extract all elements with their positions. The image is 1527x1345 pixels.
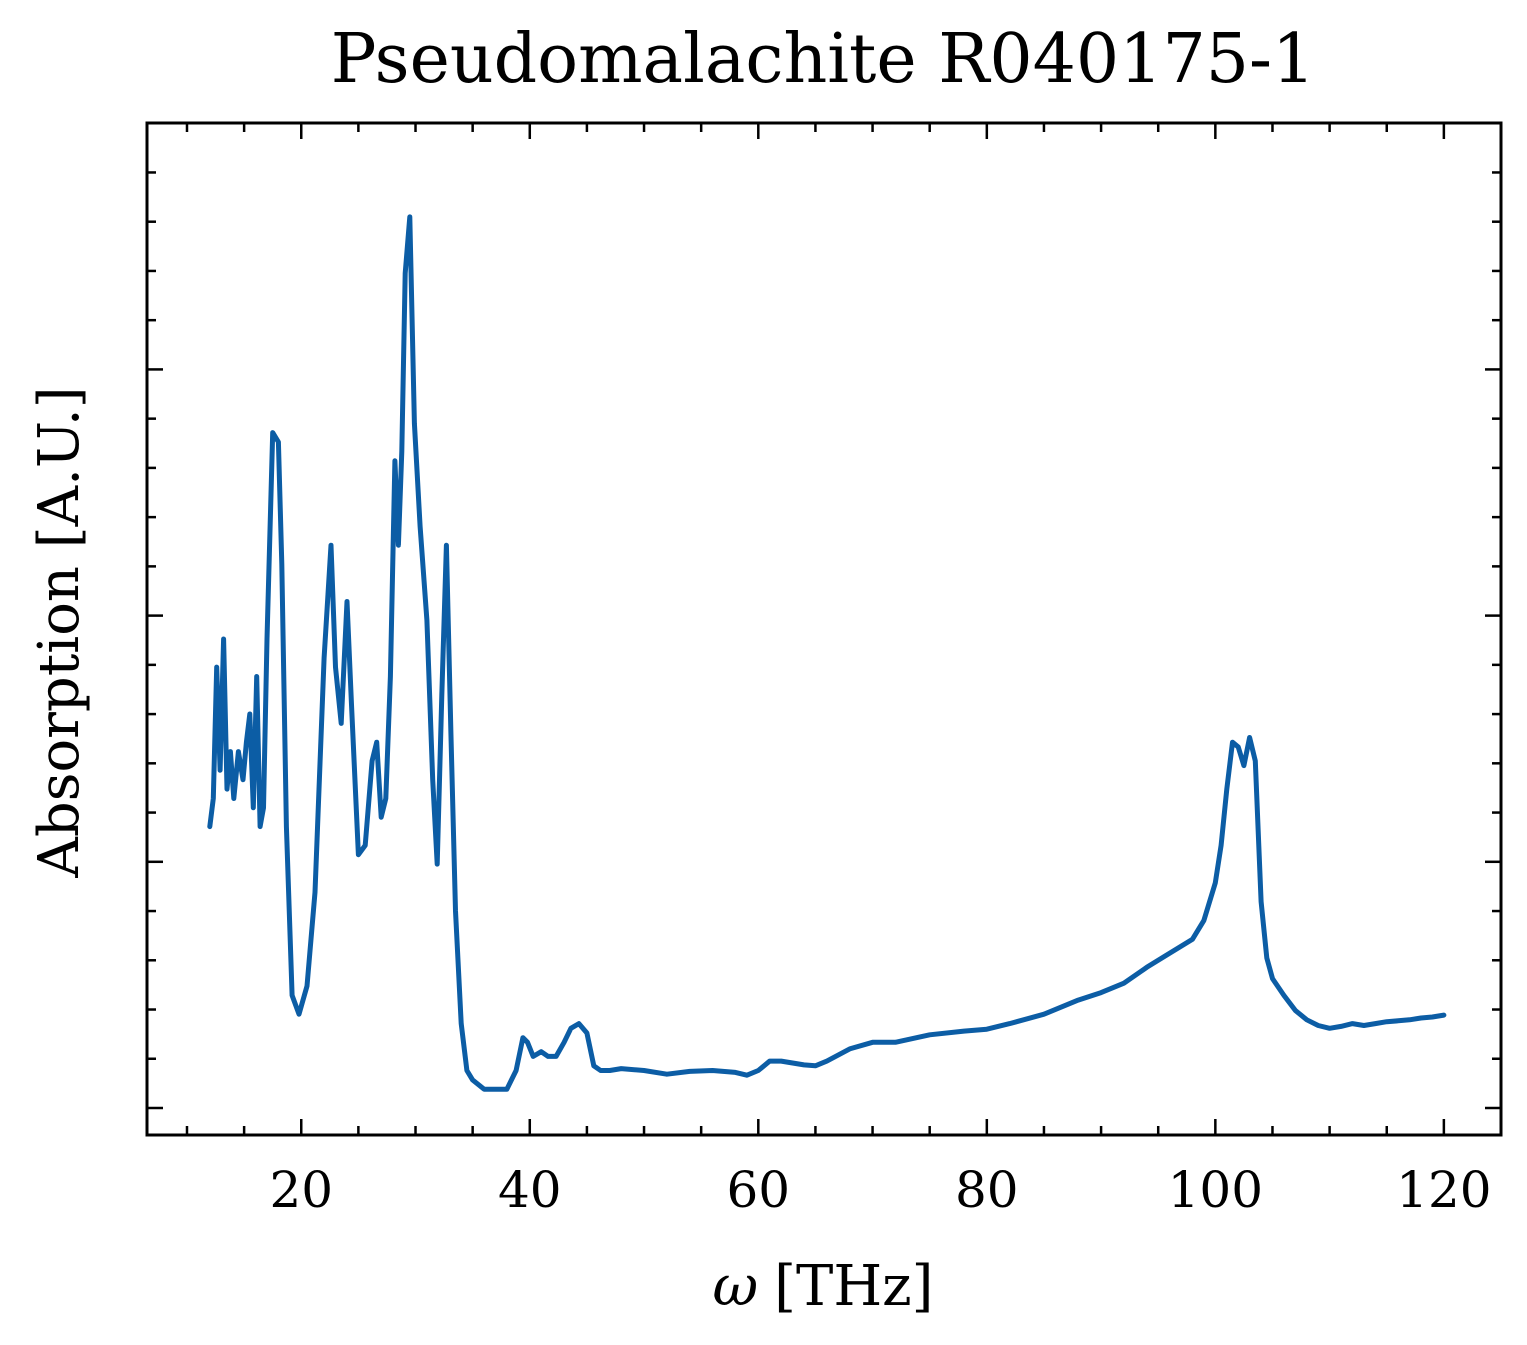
y-axis-label: Absorption [A.U.]	[27, 386, 92, 878]
series-layer	[207, 214, 1447, 1092]
x-tick-labels: 20 40 60 80 100 120	[269, 1161, 1491, 1219]
x-axis-label: ω [THz]	[712, 1254, 933, 1319]
absorption-series-line	[207, 214, 1447, 1092]
x-axis-unit: [THz]	[774, 1254, 933, 1319]
x-tick-label: 40	[498, 1161, 562, 1219]
x-tick-label: 120	[1396, 1161, 1491, 1219]
x-tick-label: 100	[1168, 1161, 1263, 1219]
x-tick-label: 20	[269, 1161, 333, 1219]
chart-title: Pseudomalachite R040175-1	[331, 20, 1315, 99]
x-tick-label: 60	[726, 1161, 790, 1219]
x-tick-label: 80	[955, 1161, 1019, 1219]
x-axis-symbol: ω	[712, 1254, 758, 1319]
plot-frame	[145, 121, 1503, 1137]
